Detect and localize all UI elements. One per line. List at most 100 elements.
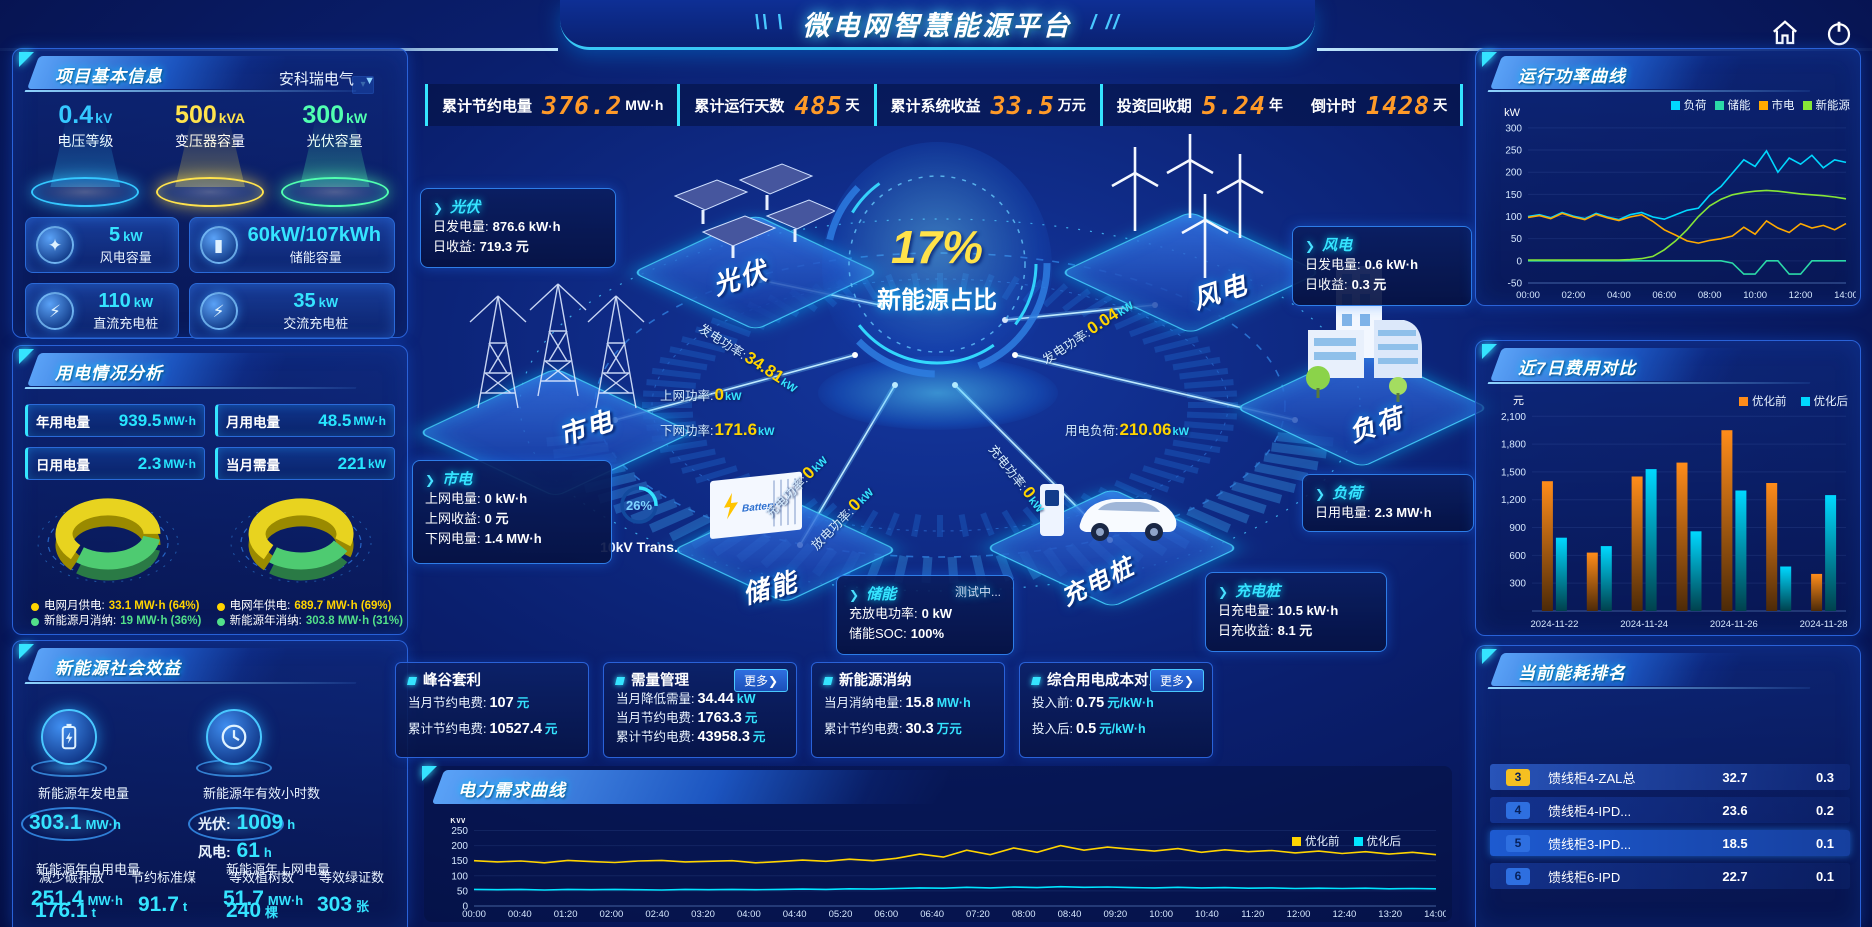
pv-hours: 光伏: 1009 h	[198, 811, 295, 835]
year-donut-col: 电网年供电: 689.7 MW·h (69%) 新能源年消纳: 303.8 MW…	[203, 488, 403, 629]
svg-text:0: 0	[1516, 256, 1522, 267]
flow-label: 用电负荷:	[1065, 424, 1119, 438]
ranking-table-row[interactable]: 6 馈线柜6-IPD 22.7 0.1	[1490, 863, 1850, 889]
arrow-icon: ❯	[1315, 487, 1326, 501]
legend-swatch	[1758, 100, 1768, 110]
legend-item[interactable]: 负荷	[1670, 97, 1707, 113]
pv-info-card: ❯ 光伏 日发电量: 876.6 kW·h 日收益: 719.3 元	[420, 188, 616, 268]
social-benefit-panel: 新能源社会效益 新能源年发电量 303.1 MW·h 新能源年有效小时数 光伏: …	[12, 640, 408, 927]
legend-item[interactable]: 市电	[1758, 97, 1795, 113]
info-row-label: 储能SOC:	[849, 626, 907, 641]
month-energy-donut	[37, 498, 179, 583]
svg-text:250: 250	[451, 826, 468, 837]
cost-compare-more-button[interactable]: 更多❯	[1149, 669, 1204, 692]
summary-stat: 累计运行天数 485 天	[677, 84, 873, 126]
corner-accent-icon	[422, 766, 437, 781]
legend-item[interactable]: 新能源月消纳: 19 MW·h (36%)	[17, 614, 203, 629]
cert-number: 303	[317, 893, 353, 916]
legend-label: 优化后	[1366, 836, 1402, 848]
wind-card-rows: 日发电量: 0.6 kW·h 日收益: 0.3 元	[1305, 255, 1459, 295]
stat-row: 当月节约电费: 1763.3 元	[616, 709, 784, 728]
status-badge: 测试中...	[954, 585, 1001, 599]
summary-stat-label: 累计节约电量	[442, 97, 533, 115]
ranking-table-row[interactable]: 4 馈线柜4-IPD... 23.6 0.2	[1490, 797, 1850, 823]
info-row-value: 8.1 元	[1277, 623, 1313, 638]
legend-item[interactable]: 优化前	[1739, 393, 1787, 409]
svg-text:06:40: 06:40	[920, 909, 944, 920]
demand-curve-title: 电力需求曲线	[458, 781, 566, 800]
pedestal-label: 光伏容量	[272, 131, 397, 151]
stat-row: 当月降低需量: 34.44 kW	[616, 690, 784, 709]
charger-card-title: ❯ 充电桩	[1218, 580, 1374, 601]
svg-text:07:20: 07:20	[966, 909, 990, 920]
legend-value: 33.1 MW·h (64%)	[108, 600, 200, 612]
pv-hours-label: 光伏:	[198, 816, 231, 832]
legend-item[interactable]: 储能	[1714, 97, 1751, 113]
power-icon[interactable]	[1824, 18, 1854, 48]
stat-row-value: 15.8	[905, 695, 934, 711]
legend-item[interactable]: 优化前	[1292, 833, 1340, 849]
capacity-unit: kW	[123, 229, 143, 244]
bottom-stats-row: 峰谷套利 当月节约电费: 107 元累计节约电费: 10527.4 元 需量管理 更多❯…	[395, 662, 1213, 758]
cert-label: 等效绿证数	[319, 870, 385, 885]
ranking-table-row[interactable]: 3 馈线柜4-ZAL总 32.7 0.3	[1490, 764, 1850, 790]
summary-stat-label: 累计运行天数	[694, 97, 785, 115]
legend-item[interactable]: 电网月供电: 33.1 MW·h (64%)	[17, 599, 203, 614]
legend-item[interactable]: 优化后	[1353, 833, 1402, 849]
summary-stat-value: 5.24	[1201, 90, 1267, 120]
svg-text:00:40: 00:40	[508, 909, 532, 920]
svg-text:08:00: 08:00	[1698, 290, 1722, 301]
gen-value: 303.1 MW·h	[29, 811, 121, 835]
info-row-value: 0.6 kW·h	[1364, 257, 1419, 272]
capacity-card-text: 35 kW 交流充电桩	[248, 290, 384, 332]
demand-mgmt-more-button[interactable]: 更多❯	[733, 669, 788, 692]
capacity-card-text: 5 kW 风电容量	[84, 224, 168, 266]
svg-text:08:00: 08:00	[1012, 909, 1036, 920]
summary-stat-label: 倒计时	[1311, 97, 1357, 115]
svg-text:04:40: 04:40	[783, 909, 807, 920]
legend-item[interactable]: 新能源年消纳: 303.8 MW·h (31%)	[203, 614, 403, 629]
usage-stat-unit: kW	[368, 456, 386, 471]
svg-text:06:00: 06:00	[874, 909, 898, 920]
home-icon[interactable]	[1770, 18, 1800, 48]
capacity-value: 110	[98, 290, 131, 312]
capacity-pedestal: 300kW 光伏容量	[272, 101, 397, 211]
legend-item[interactable]: 电网年供电: 689.7 MW·h (69%)	[203, 599, 403, 614]
svg-text:200: 200	[451, 841, 468, 852]
stat-row-unit: 元	[744, 711, 758, 725]
svg-text:Battery: Battery	[742, 500, 777, 515]
energy-donuts: 电网月供电: 33.1 MW·h (64%) 新能源月消纳: 19 MW·h (…	[17, 488, 403, 629]
company-dropdown[interactable]: 安科瑞电气 ▼	[279, 68, 375, 89]
summary-stats-bar: 累计节约电量 376.2 MW·h 累计运行天数 485 天 累计系统收益 33…	[425, 84, 1463, 126]
stat-row: 投入前: 0.75 元/kW·h	[1032, 690, 1200, 716]
capacity-value: 5	[108, 224, 121, 246]
info-row-label: 日收益:	[1305, 277, 1348, 292]
svg-text:03:20: 03:20	[691, 909, 715, 920]
corner-accent-icon	[1482, 52, 1497, 67]
pv-card-title: ❯ 光伏	[433, 196, 603, 217]
storage-card-title-text: 储能	[866, 586, 897, 603]
usage-analysis-header: 用电情况分析	[19, 349, 393, 386]
info-row: 日充电量: 10.5 kW·h	[1218, 601, 1374, 621]
power-curve-legend: 负荷 储能 市电 新能源	[1670, 97, 1850, 113]
legend-label: 新能源月消纳:	[44, 615, 117, 627]
wind-turbines-illustration	[1110, 132, 1265, 280]
legend-item[interactable]: 新能源	[1802, 97, 1850, 113]
ranking-table-row[interactable]: 5 馈线柜3-IPD... 18.5 0.1	[1490, 830, 1850, 856]
summary-stat-unit: 年	[1269, 97, 1284, 113]
usage-stat-box: 月用电量 48.5 MW·h	[215, 404, 395, 437]
summary-stat: 累计系统收益 33.5 万元	[873, 84, 1100, 126]
usage-stat-value: 939.5	[118, 410, 162, 430]
demand-mgmt-panel: 需量管理 更多❯ 当月降低需量: 34.44 kW 当月节约电费: 1763.3 元累计节…	[603, 662, 797, 758]
legend-item[interactable]: 优化后	[1800, 393, 1848, 409]
info-row-label: 日收益:	[433, 239, 476, 254]
capacity-pedestals: 0.4kV 电压等级 500kVA 变压器容量 300kW 光伏容量	[23, 101, 397, 211]
pedestal-number: 0.4	[58, 101, 93, 129]
summary-stat-unit: 天	[1433, 97, 1448, 113]
carbon-unit: t	[91, 905, 96, 920]
legend-swatch	[1714, 100, 1724, 110]
orb-rings	[823, 150, 1051, 378]
realtime-power-value: 23.6	[1722, 802, 1748, 818]
project-info-panel: 项目基本信息 安科瑞电气 ▼ 0.4kV 电压等级 500kVA 变压器容量 3…	[12, 48, 408, 339]
